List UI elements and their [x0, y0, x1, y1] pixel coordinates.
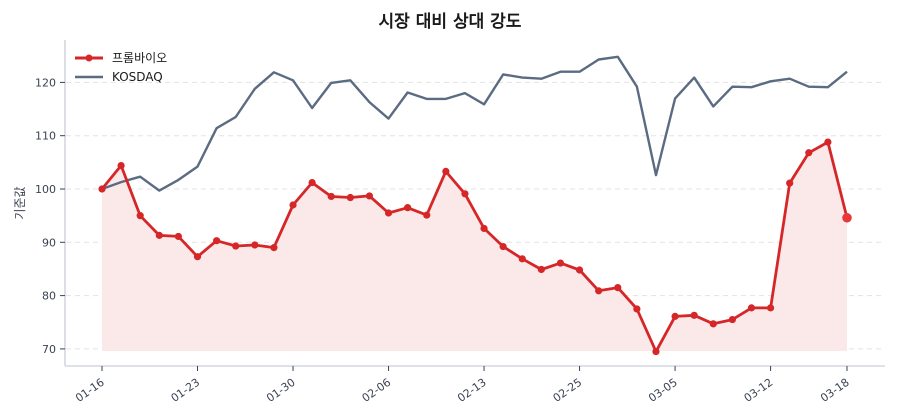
y-tick-label: 100: [35, 183, 56, 196]
series-lines: [98, 55, 852, 356]
frombio-data-point: [213, 237, 221, 245]
frombio-data-point: [518, 255, 526, 263]
frombio-data-point: [442, 167, 450, 176]
frombio-data-point: [766, 304, 775, 312]
frombio-data-point: [537, 265, 545, 274]
x-tick-label: 02-06: [360, 376, 394, 405]
frombio-data-point: [824, 138, 832, 146]
x-tick-label: 03-12: [742, 376, 776, 405]
frombio-data-point: [461, 190, 469, 198]
x-ticks: 01-16 01-23 01-30 02-06 02-13 02-25 03-05 03-12…: [73, 366, 852, 405]
frombio-data-point: [174, 232, 183, 241]
frombio-data-point: [98, 185, 106, 193]
frombio-data-point: [614, 284, 622, 292]
chart-title: 시장 대비 상대 강도: [379, 12, 522, 32]
y-tick-label: 110: [35, 130, 56, 143]
frombio-last-point: [842, 212, 852, 223]
y-tick-label: 90: [42, 236, 56, 249]
y-tick-label: 70: [42, 343, 56, 356]
frombio-data-point: [289, 201, 297, 209]
x-tick-label: 02-13: [455, 376, 489, 405]
frombio-data-point: [499, 242, 507, 251]
kosdaq-line: [101, 55, 848, 192]
y-tick-label: 120: [35, 76, 56, 89]
y-ticks: 70 80 90 100 110 120: [35, 76, 65, 356]
y-axis-label: 기준값: [13, 186, 27, 219]
frombio-data-point: [556, 259, 565, 267]
frombio-data-point: [384, 209, 393, 217]
legend-label-kosdaq: KOSDAQ: [112, 70, 163, 84]
x-tick-label: 01-30: [264, 376, 298, 405]
frombio-data-point: [327, 192, 335, 201]
x-tick-label: 01-23: [169, 376, 203, 405]
frombio-data-point: [709, 320, 717, 328]
x-tick-label: 02-25: [551, 376, 585, 405]
frombio-data-point: [671, 312, 679, 320]
frombio-data-point: [270, 244, 278, 252]
x-tick-label: 03-18: [818, 376, 852, 405]
frombio-data-point: [690, 311, 698, 319]
frombio-data-point: [404, 204, 412, 212]
frombio-data-point: [805, 149, 813, 157]
x-tick-label: 01-16: [73, 376, 107, 405]
frombio-area: [102, 142, 847, 352]
frombio-data-point: [423, 211, 431, 219]
frombio-data-point: [575, 266, 584, 274]
frombio-data-point: [117, 161, 125, 170]
frombio-data-point: [136, 212, 144, 220]
y-tick-label: 80: [42, 290, 56, 303]
legend-marker-frombio: [85, 54, 93, 62]
frombio-data-point: [193, 253, 202, 261]
frombio-data-point: [365, 192, 374, 200]
frombio-data-point: [728, 315, 736, 324]
legend-label-frombio: 프롬바이오: [112, 51, 167, 65]
frombio-data-point: [480, 224, 488, 233]
area-fill: [102, 142, 847, 352]
legend: 프롬바이오 KOSDAQ: [75, 51, 167, 84]
frombio-data-point: [595, 287, 603, 295]
frombio-data-point: [251, 241, 259, 249]
frombio-data-point: [747, 304, 756, 312]
frombio-data-point: [308, 179, 316, 187]
frombio-data-point: [346, 193, 354, 202]
frombio-data-point: [232, 242, 240, 250]
frombio-data-point: [155, 231, 163, 239]
frombio-line: [100, 140, 849, 354]
frombio-data-point: [633, 305, 641, 313]
frombio-data-point: [652, 347, 660, 356]
frombio-data-point: [786, 179, 794, 187]
x-tick-label: 03-05: [646, 376, 680, 405]
